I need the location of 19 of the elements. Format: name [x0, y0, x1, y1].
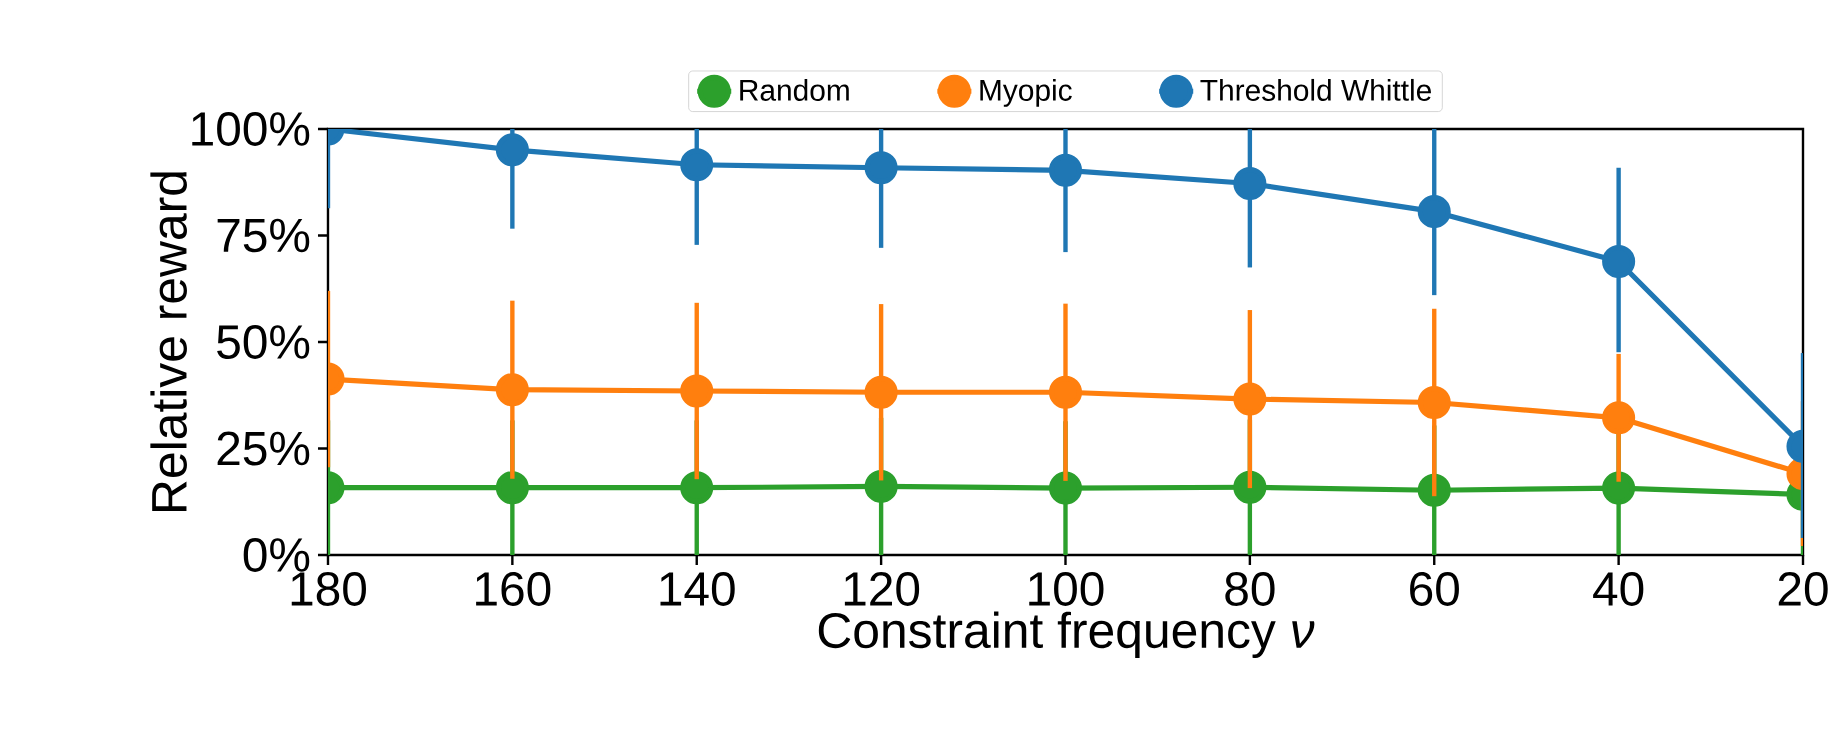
- x-tick-label: 100: [1029, 572, 1104, 606]
- y-tick-label: 50%: [217, 325, 310, 359]
- legend-label: Threshold Whittle: [1200, 78, 1431, 101]
- x-tick-label: 20: [1778, 572, 1828, 606]
- legend-label: Random: [740, 78, 849, 101]
- x-tick-label: 140: [660, 572, 735, 606]
- y-tick-label: 25%: [217, 431, 310, 466]
- y-tick-label: 75%: [217, 218, 310, 253]
- x-tick-label: 80: [1225, 572, 1275, 606]
- y-axis-title: Relative reward: [150, 172, 187, 511]
- x-tick-label: 180: [291, 572, 366, 606]
- x-tick-label: 160: [476, 572, 551, 606]
- x-tick-label: 60: [1410, 572, 1459, 606]
- x-tick-label: 120: [844, 572, 920, 606]
- x-tick-label: 40: [1593, 572, 1644, 606]
- x-axis-title: Constraint frequency ν: [818, 611, 1315, 659]
- y-tick-label: 0%: [243, 538, 310, 572]
- legend-label: Myopic: [980, 78, 1072, 107]
- y-tick-label: 100%: [192, 112, 310, 146]
